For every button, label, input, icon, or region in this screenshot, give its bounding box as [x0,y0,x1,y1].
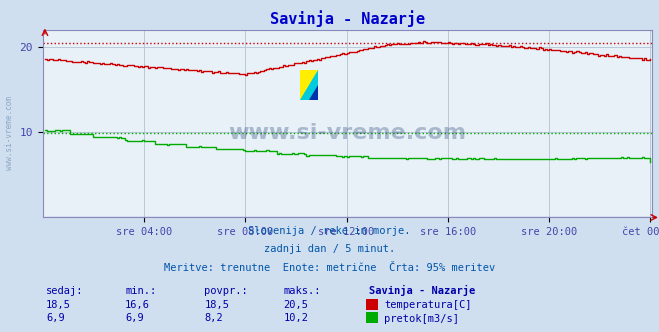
Text: Slovenija / reke in morje.: Slovenija / reke in morje. [248,226,411,236]
Text: sedaj:: sedaj: [46,286,84,296]
Text: pretok[m3/s]: pretok[m3/s] [384,314,459,324]
Polygon shape [300,70,318,100]
Text: 18,5: 18,5 [46,300,71,310]
Text: Meritve: trenutne  Enote: metrične  Črta: 95% meritev: Meritve: trenutne Enote: metrične Črta: … [164,263,495,273]
Polygon shape [309,85,318,100]
Text: 10,2: 10,2 [283,313,308,323]
Text: temperatura[C]: temperatura[C] [384,300,472,310]
Text: 6,9: 6,9 [125,313,144,323]
Text: povpr.:: povpr.: [204,286,248,296]
Text: 18,5: 18,5 [204,300,229,310]
Text: 20,5: 20,5 [283,300,308,310]
Polygon shape [300,70,318,100]
Text: 16,6: 16,6 [125,300,150,310]
Text: www.si-vreme.com: www.si-vreme.com [229,123,467,143]
Text: www.si-vreme.com: www.si-vreme.com [5,96,14,170]
Text: Savinja - Nazarje: Savinja - Nazarje [369,285,475,296]
Text: 8,2: 8,2 [204,313,223,323]
Text: zadnji dan / 5 minut.: zadnji dan / 5 minut. [264,244,395,254]
Text: maks.:: maks.: [283,286,321,296]
Title: Savinja - Nazarje: Savinja - Nazarje [270,11,425,27]
Text: min.:: min.: [125,286,156,296]
Text: 6,9: 6,9 [46,313,65,323]
